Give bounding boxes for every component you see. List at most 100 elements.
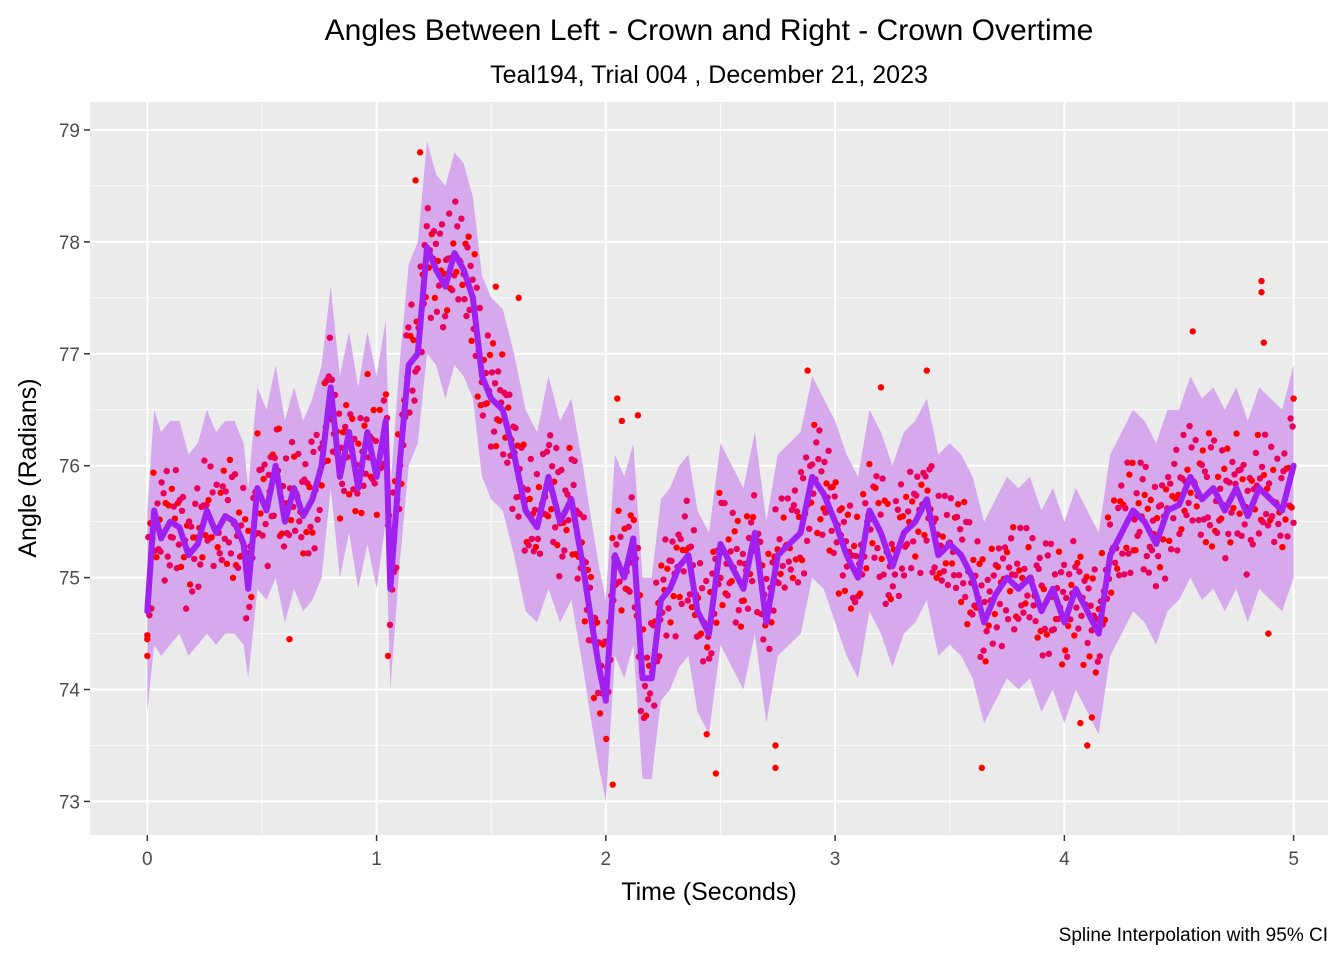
data-point — [668, 557, 675, 565]
data-point — [731, 528, 738, 535]
data-point — [676, 593, 683, 601]
data-point — [286, 635, 293, 643]
data-point — [1007, 535, 1015, 542]
data-point — [532, 543, 540, 551]
data-point — [298, 534, 305, 541]
data-point — [981, 598, 988, 606]
data-point — [1279, 543, 1286, 551]
data-point — [996, 600, 1004, 608]
data-point — [626, 588, 633, 595]
data-point — [618, 607, 625, 614]
data-point — [775, 579, 782, 587]
data-point — [1088, 714, 1096, 721]
data-point — [499, 351, 506, 358]
data-point — [188, 523, 195, 530]
data-point — [663, 632, 670, 639]
data-point — [684, 597, 691, 604]
data-point — [703, 577, 710, 585]
data-point — [948, 560, 956, 567]
axis-ticks — [84, 129, 1295, 841]
data-point — [1135, 500, 1142, 507]
data-point — [806, 525, 813, 532]
data-point — [1148, 547, 1156, 554]
data-point — [921, 531, 928, 539]
data-point — [828, 527, 835, 535]
data-point — [831, 493, 838, 500]
data-point — [487, 443, 495, 450]
data-point — [566, 444, 573, 452]
data-point — [1022, 600, 1029, 607]
data-point — [857, 590, 864, 597]
data-point — [1016, 567, 1023, 574]
data-point — [882, 600, 889, 607]
data-point — [947, 495, 955, 502]
data-point — [978, 764, 986, 772]
data-point — [177, 563, 185, 570]
data-point — [431, 294, 439, 302]
data-point — [1244, 487, 1251, 494]
data-point — [570, 481, 577, 489]
data-point — [697, 630, 705, 637]
data-point — [302, 460, 309, 468]
data-point — [993, 624, 1000, 631]
y-tick-label: 74 — [59, 681, 81, 702]
data-point — [853, 513, 861, 520]
data-point — [1085, 585, 1092, 592]
data-point — [713, 619, 720, 626]
data-point — [179, 493, 187, 501]
data-point — [662, 536, 669, 543]
data-point — [616, 578, 623, 585]
data-point — [696, 560, 704, 567]
data-point — [736, 559, 743, 566]
y-tick-label: 78 — [59, 233, 80, 254]
data-point — [939, 533, 946, 540]
data-point — [1219, 447, 1226, 454]
data-point — [164, 553, 171, 560]
data-point — [708, 650, 715, 657]
data-point — [260, 475, 267, 483]
data-point — [1125, 550, 1132, 557]
data-point — [526, 495, 533, 502]
data-point — [245, 527, 252, 534]
data-point — [1157, 502, 1165, 509]
spline-line — [144, 244, 1297, 704]
data-point — [818, 468, 825, 475]
data-point — [912, 553, 919, 560]
data-point — [175, 541, 183, 548]
data-point — [563, 526, 570, 534]
data-point — [326, 334, 334, 341]
data-point — [1226, 479, 1233, 486]
data-point — [977, 653, 984, 661]
data-point — [459, 281, 466, 288]
data-point — [804, 367, 811, 374]
data-point — [1269, 513, 1276, 520]
data-point — [157, 548, 164, 555]
data-point — [962, 593, 969, 601]
data-point — [900, 572, 908, 579]
data-point — [970, 556, 977, 564]
data-point — [641, 682, 649, 690]
data-point — [1047, 540, 1055, 547]
data-point — [490, 428, 498, 435]
data-point — [982, 658, 989, 665]
data-point — [768, 619, 775, 626]
data-point — [1197, 531, 1205, 538]
data-point — [587, 573, 595, 581]
data-point — [964, 621, 971, 628]
x-tick-label: 3 — [830, 849, 841, 870]
data-point — [296, 518, 303, 525]
data-point — [357, 414, 364, 422]
data-point — [559, 553, 566, 560]
x-tick-label: 5 — [1288, 849, 1299, 870]
x-axis-title: Time (Seconds) — [621, 878, 797, 906]
data-point — [935, 492, 942, 499]
data-point — [593, 619, 601, 626]
data-point — [1229, 458, 1236, 466]
data-point — [898, 565, 906, 572]
data-point — [235, 509, 243, 516]
data-point — [1268, 443, 1275, 450]
data-point — [467, 262, 474, 270]
data-point — [929, 569, 936, 576]
data-point — [1098, 549, 1106, 557]
data-point — [349, 415, 356, 422]
